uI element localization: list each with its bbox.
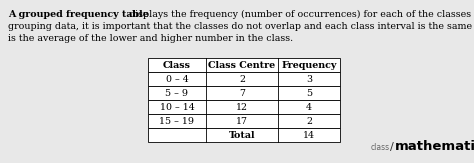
Text: grouping data, it is important that the classes do not overlap and each class in: grouping data, it is important that the … <box>8 22 474 31</box>
Text: 7: 7 <box>239 89 245 97</box>
Text: 12: 12 <box>236 103 248 111</box>
Text: 5: 5 <box>306 89 312 97</box>
Bar <box>148 114 340 128</box>
Bar <box>148 86 340 100</box>
Text: Total: Total <box>228 131 255 140</box>
Text: 17: 17 <box>236 117 248 126</box>
Bar <box>148 72 340 86</box>
Text: 0 – 4: 0 – 4 <box>165 74 188 83</box>
Text: Class: Class <box>163 60 191 69</box>
Text: 2: 2 <box>239 74 245 83</box>
Text: Frequency: Frequency <box>281 60 337 69</box>
Bar <box>148 58 340 72</box>
Text: A grouped frequency table: A grouped frequency table <box>8 10 149 19</box>
Text: /: / <box>390 142 394 152</box>
Bar <box>148 128 340 142</box>
Text: is the average of the lower and higher number in the class.: is the average of the lower and higher n… <box>8 34 293 43</box>
Text: Class Centre: Class Centre <box>209 60 275 69</box>
Text: displays the frequency (number of occurrences) for each of the classes of data. : displays the frequency (number of occurr… <box>126 10 474 19</box>
Text: 2: 2 <box>306 117 312 126</box>
Text: 4: 4 <box>306 103 312 111</box>
Text: 14: 14 <box>303 131 315 140</box>
Bar <box>148 100 340 114</box>
Text: 10 – 14: 10 – 14 <box>160 103 194 111</box>
Text: class: class <box>371 143 390 152</box>
Text: 5 – 9: 5 – 9 <box>165 89 189 97</box>
Text: 15 – 19: 15 – 19 <box>159 117 194 126</box>
Text: mathematics: mathematics <box>395 140 474 153</box>
Text: 3: 3 <box>306 74 312 83</box>
